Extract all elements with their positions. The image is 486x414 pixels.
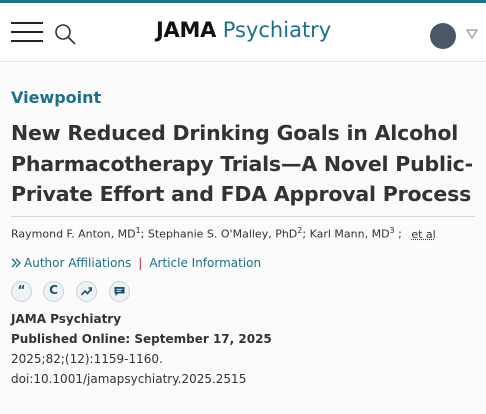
author-sup: 2 xyxy=(297,226,303,235)
logo-psychiatry: Psychiatry xyxy=(222,18,332,42)
author-name[interactable]: Karl Mann, MD xyxy=(309,227,390,241)
hamburger-icon[interactable] xyxy=(11,22,43,42)
top-accent-bar xyxy=(0,0,486,3)
article-meta: JAMA Psychiatry Published Online: Septem… xyxy=(11,309,272,389)
divider xyxy=(11,216,475,217)
comments-button[interactable] xyxy=(109,281,130,302)
metrics-button[interactable] xyxy=(76,281,97,302)
article-links: Author Affiliations | Article Information xyxy=(11,256,261,270)
comment-icon xyxy=(114,287,125,296)
article-category[interactable]: Viewpoint xyxy=(11,88,102,107)
author-name[interactable]: Raymond F. Anton, MD xyxy=(11,227,136,241)
author-list: Raymond F. Anton, MD1; Stephanie S. O'Ma… xyxy=(11,226,436,241)
avatar[interactable] xyxy=(430,23,456,49)
trend-icon xyxy=(81,287,92,296)
cite-button[interactable]: “ xyxy=(11,281,32,302)
quote-icon: “ xyxy=(17,283,26,297)
meta-doi[interactable]: doi:10.1001/jamapsychiatry.2025.2515 xyxy=(11,372,247,386)
permissions-button[interactable]: C xyxy=(43,281,64,302)
permissions-icon: C xyxy=(49,283,58,297)
author-sup: 3 xyxy=(389,226,395,235)
article-title: New Reduced Drinking Goals in Alcohol Ph… xyxy=(11,121,473,206)
site-header: JAMA Psychiatry xyxy=(0,3,486,62)
author-affiliations-link[interactable]: Author Affiliations xyxy=(24,256,132,270)
article-information-link[interactable]: Article Information xyxy=(149,256,262,270)
link-separator: | xyxy=(138,256,143,270)
logo-jama: JAMA xyxy=(156,18,217,42)
chevron-down-icon[interactable] xyxy=(465,27,479,41)
search-icon[interactable] xyxy=(54,23,76,45)
double-chevron-right-icon xyxy=(11,258,21,268)
et-al-link[interactable]: et al xyxy=(411,227,436,241)
meta-citation: 2025;82;(12):1159-1160. xyxy=(11,352,163,366)
meta-published: Published Online: September 17, 2025 xyxy=(11,332,272,346)
meta-journal: JAMA Psychiatry xyxy=(11,312,122,326)
author-name[interactable]: Stephanie S. O'Malley, PhD xyxy=(147,227,298,241)
journal-logo[interactable]: JAMA Psychiatry xyxy=(156,18,331,42)
author-sup: 1 xyxy=(135,226,141,235)
